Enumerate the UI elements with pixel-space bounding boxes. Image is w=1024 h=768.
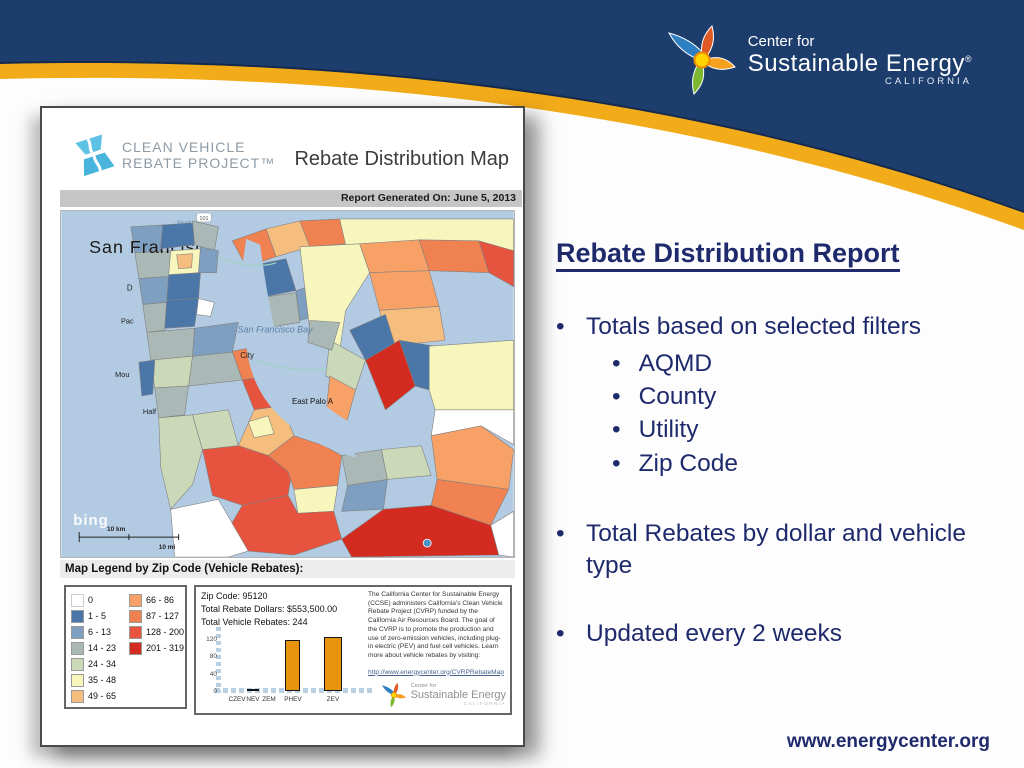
scale-mi-label: 10 mi: [159, 544, 176, 551]
report-title: Rebate Distribution Map: [294, 148, 509, 170]
map-legend-box: 0 1 - 5 6 - 13 14 - 23 24 - 34 35 - 48 4…: [64, 585, 187, 709]
y-tick: 40: [209, 671, 217, 678]
choropleth-map: San Francisco 101 Strait San Francisco B…: [60, 210, 515, 558]
selected-zip-marker[interactable]: [422, 538, 432, 548]
legend-swatch: [129, 625, 142, 639]
cse-pinwheel-icon: [381, 682, 406, 708]
legend-item: 6 - 13: [71, 624, 116, 640]
bullet-item: • Total Rebates by dollar and vehicle ty…: [556, 520, 966, 579]
bing-logo: bing: [73, 513, 108, 529]
legend-swatch: [71, 625, 84, 639]
cvrp-rebate-map-link[interactable]: http://www.energycenter.org/CVRPRebateMa…: [368, 668, 504, 676]
x-label: NEV: [246, 696, 260, 703]
bullet-item: • Updated every 2 weeks: [556, 619, 843, 647]
registered-mark: ®: [964, 53, 972, 64]
top-swoosh: [0, 0, 1024, 231]
map-label-pac: Pac: [121, 316, 134, 325]
map-label-half: Half: [143, 407, 157, 416]
scale-km-label: 10 km: [107, 526, 126, 533]
sub-bullet-item: • AQMD: [612, 349, 713, 377]
bar-zev: [324, 636, 342, 691]
cse-logo: Center for Sustainable Energy CALIFORNIA: [381, 682, 506, 708]
zip-code-line: Zip Code: 95120: [201, 591, 268, 601]
legend-item: 35 - 48: [71, 672, 116, 688]
legend-item: 201 - 319: [129, 640, 184, 656]
total-rebates-line: Total Vehicle Rebates: 244: [201, 617, 308, 628]
map-legend-title: Map Legend by Zip Code (Vehicle Rebates)…: [60, 560, 515, 578]
slide-text-panel: Rebate Distribution Report • Totals base…: [556, 238, 1012, 650]
sub-bullet-item: • Zip Code: [612, 449, 738, 477]
route-shield-label: 101: [199, 216, 208, 222]
legend-swatch: [71, 593, 84, 607]
brand-line-sub: CALIFORNIA: [884, 75, 972, 87]
cvrp-logo-icon: [75, 134, 114, 176]
legend-swatch: [129, 593, 142, 607]
y-tick: 0: [213, 688, 217, 695]
cse-logo-main: Sustainable Energy: [410, 688, 506, 701]
about-text: The California Center for Sustainable En…: [368, 591, 503, 659]
brand-line-top: Center for: [747, 32, 815, 50]
map-label-bay: San Francisco Bay: [238, 324, 314, 334]
map-label-strait: Strait: [177, 221, 191, 227]
cvrp-logo: CLEAN VEHICLE REBATE PROJECT™: [74, 134, 275, 176]
slide-heading: Rebate Distribution Report: [556, 238, 1012, 272]
x-label: ZEV: [326, 696, 340, 703]
route-shield: [196, 212, 212, 223]
legend-item: 128 - 200: [129, 624, 184, 640]
legend-item: 24 - 34: [71, 656, 116, 672]
y-tick: 120: [206, 636, 217, 643]
footer-url: www.energycenter.org: [786, 731, 990, 752]
legend-swatch: [71, 609, 84, 623]
legend-swatch: [129, 641, 142, 655]
legend-swatch: [71, 657, 84, 671]
legend-item: 1 - 5: [71, 608, 116, 624]
bar-nev: [247, 689, 259, 691]
map-label-d: D: [127, 284, 133, 293]
zip-info-box: Zip Code: 95120 Total Rebate Dollars: $5…: [194, 585, 512, 715]
report-page: CLEAN VEHICLE REBATE PROJECT™ Rebate Dis…: [40, 106, 525, 747]
map-svg: San Francisco 101 Strait San Francisco B…: [61, 211, 515, 558]
legend-item: 0: [71, 592, 116, 608]
y-tick: 80: [209, 653, 217, 660]
map-label-mou: Mou: [115, 370, 129, 379]
sub-bullet-list: • AQMD • County • Utility • Zip Code: [612, 347, 1012, 480]
legend-swatch: [129, 609, 142, 623]
chart-y-axis: [216, 627, 221, 693]
brand-pinwheel-icon: [667, 25, 736, 95]
total-dollars-line: Total Rebate Dollars: $553,500.00: [201, 604, 338, 615]
sub-bullet-item: • County: [612, 383, 717, 411]
x-label: CZEV: [228, 696, 246, 703]
rebate-bar-chart: 0 40 80 120 CZEV NEV ZEM PHEV ZEV: [196, 627, 382, 711]
x-label: ZEM: [262, 696, 276, 703]
legend-swatch: [71, 673, 84, 687]
scale-bar: [78, 532, 180, 543]
bar-phev: [285, 640, 300, 691]
map-label-east-palo-alto: East Palo A: [292, 397, 334, 406]
legend-item: 49 - 65: [71, 688, 116, 704]
brand-logo: Center for Sustainable Energy® CALIFORNI…: [666, 24, 972, 96]
cvrp-logo-line1: CLEAN VEHICLE: [122, 138, 246, 155]
map-label-city: City: [240, 351, 254, 360]
cse-logo-sub: CALIFORNIA: [463, 701, 506, 707]
legend-item: 14 - 23: [71, 640, 116, 656]
cvrp-logo-line2: REBATE PROJECT™: [122, 155, 276, 171]
legend-swatch: [71, 689, 84, 703]
legend-swatch: [71, 641, 84, 655]
report-generated-bar: Report Generated On: June 5, 2013: [60, 190, 522, 207]
cse-logo-top: Center for: [410, 682, 437, 689]
legend-item: 66 - 86: [129, 592, 184, 608]
bullet-item: • Totals based on selected filters: [556, 313, 922, 340]
x-label: PHEV: [284, 696, 302, 703]
brand-line-main: Sustainable Energy: [747, 49, 965, 77]
sub-bullet-item: • Utility: [612, 416, 699, 444]
legend-item: 87 - 127: [129, 608, 184, 624]
